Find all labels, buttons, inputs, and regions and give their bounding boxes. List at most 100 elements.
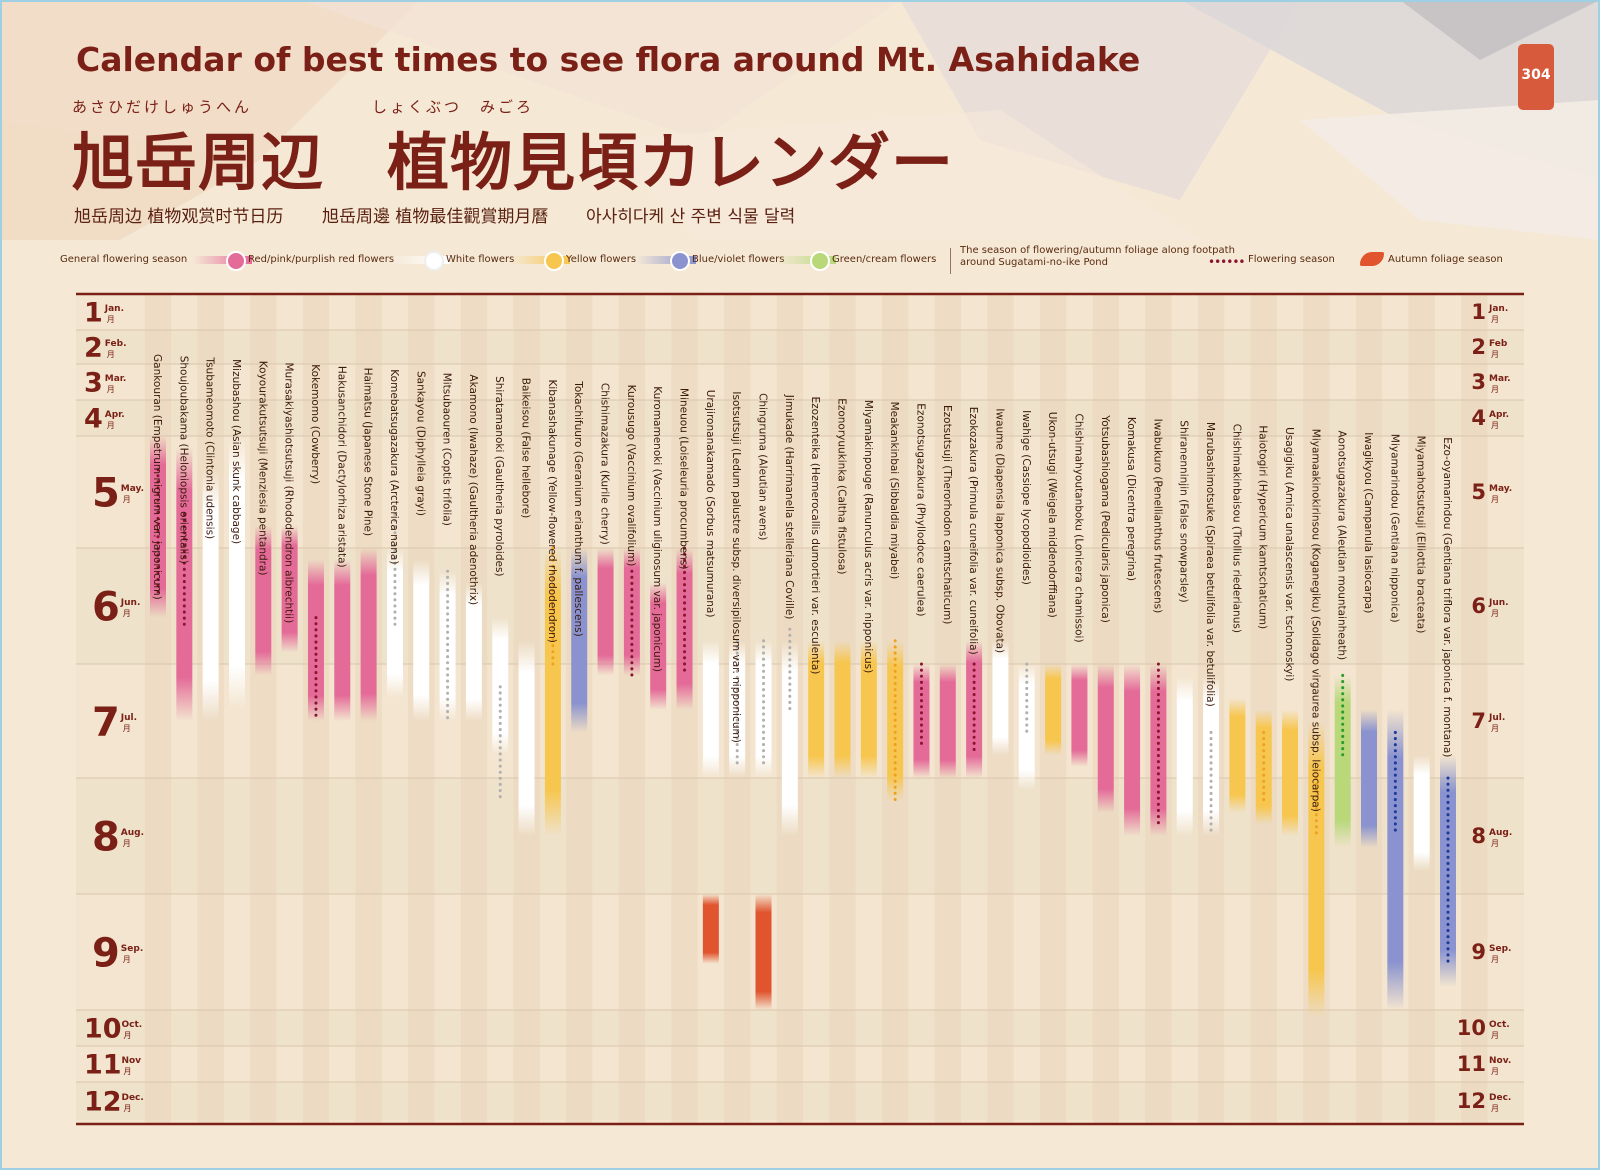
season-bar xyxy=(1308,721,1325,1018)
plant-column: Tsubameomoto (Clintonia udensis) xyxy=(202,356,219,721)
legend-autumn: Autumn foliage season xyxy=(1388,254,1503,265)
season-bar xyxy=(571,548,588,733)
plant-label: Ezotsutsuji (Therorhodon camtschaticum) xyxy=(941,405,953,624)
month-kanji: 月 xyxy=(1491,955,1499,964)
plant-label: Urajironanakamado (Sorbus matsumurana) xyxy=(704,390,716,618)
legend-yellow-flower-icon xyxy=(544,251,564,271)
season-bar xyxy=(1018,664,1035,790)
legend-green: Green/cream flowers xyxy=(832,254,937,265)
plant-label: Kuromamenoki (Vaccinium uliginosum var. … xyxy=(651,386,663,672)
month-name: Jan. xyxy=(1488,304,1508,314)
season-bar xyxy=(966,640,983,778)
legend-red-flower-icon xyxy=(226,251,246,271)
month-label-left: 8 Aug.月 xyxy=(92,814,144,860)
season-bar xyxy=(518,640,535,836)
plant-column: Shiranenninjin (False snowparsley) xyxy=(1176,420,1193,836)
subtitle-ko: 아사히다케 산 주변 식물 달력 xyxy=(586,207,796,227)
legend-general: General flowering season xyxy=(60,254,188,265)
month-label-right: 6 Jun.月 xyxy=(1471,594,1508,618)
legend-dots-icon: •••••• xyxy=(1208,255,1245,269)
month-name: Apr. xyxy=(1489,410,1509,420)
plant-label: Ezokozakura (Primula cuneifolia var. cun… xyxy=(967,407,979,655)
plant-label: Jimukade (Harrimanella stelleriana Covil… xyxy=(783,394,795,620)
plant-label: Shiratamanoki (Gaultheria pyroloides) xyxy=(493,376,505,576)
month-label-left: 10 Oct.月 xyxy=(84,1014,142,1045)
month-name: Jun. xyxy=(120,598,141,608)
legend: General flowering season Red/pink/purpli… xyxy=(60,245,1540,276)
plant-column: Hakusanchidori (Dactylorhiza aristata) xyxy=(334,366,351,721)
plant-column: Urajironanakamado (Sorbus matsumurana) xyxy=(702,390,719,964)
month-number: 6 xyxy=(1471,594,1486,618)
subtitle-zh-cn: 旭岳周边 植物观赏时节日历 xyxy=(74,207,284,227)
month-kanji: 月 xyxy=(1491,350,1499,359)
month-kanji: 月 xyxy=(123,724,131,733)
month-number: 7 xyxy=(92,699,120,745)
plant-column: Baikeisou (False hellebore) xyxy=(518,378,535,836)
legend-flowering: Flowering season xyxy=(1248,254,1335,265)
plant-column: Ezo-oyamarindou (Gentiana triflora var. … xyxy=(1440,437,1456,987)
season-bar xyxy=(597,548,614,676)
month-name: Jun. xyxy=(1488,598,1509,608)
plant-column: Marubashimotsuke (Spiraea betulifolia va… xyxy=(1203,422,1220,838)
month-name: Dec. xyxy=(121,1093,143,1103)
plant-label: Gankouran (Empetrum nigrum var. japonicu… xyxy=(151,354,163,600)
plant-label: Yotsubashiogama (Pedicularis japonica) xyxy=(1099,414,1111,623)
month-kanji: 月 xyxy=(1491,839,1499,848)
plant-label: Sankayou (Diphylleia grayi) xyxy=(414,371,426,516)
month-label-right: 7 Jul.月 xyxy=(1471,709,1505,733)
legend-red-bar xyxy=(192,256,252,264)
plant-column: Haimatsu (Japanese Stone Pine) xyxy=(360,368,377,721)
plant-label: Miyamarindou (Gentiana nipponica) xyxy=(1388,434,1400,623)
month-kanji: 月 xyxy=(107,315,115,324)
month-label-right: 8 Aug.月 xyxy=(1471,824,1512,848)
month-label-right: 11 Nov.月 xyxy=(1457,1052,1512,1076)
legend-separator xyxy=(950,248,951,274)
month-label-left: 6 Jun.月 xyxy=(92,584,140,630)
season-bar xyxy=(702,640,719,778)
plant-column: Yotsubashiogama (Pedicularis japonica) xyxy=(1097,414,1114,813)
month-label-left: 2 Feb.月 xyxy=(84,333,126,364)
plant-column: Ezotsutsuji (Therorhodon camtschaticum) xyxy=(939,405,956,778)
plant-label: Chishimazakura (Kurile cherry) xyxy=(599,383,611,545)
autumn-foliage-bar xyxy=(702,894,719,964)
plant-label: Miyamahotsutsuji (Elliottia bracteata) xyxy=(1415,436,1427,634)
plant-column: Ezozenteika (Hemerocallis dumortieri var… xyxy=(808,397,825,778)
season-bar xyxy=(860,640,877,778)
plant-column: Komakusa (Dicentra peregrina) xyxy=(1124,417,1141,836)
plant-label: Iwagikyou (Campanula lasiocarpa) xyxy=(1362,432,1374,613)
month-label-right: 3 Mar.月 xyxy=(1471,370,1510,394)
month-kanji: 月 xyxy=(123,609,131,618)
plant-column: Iwabukuro (Penellianthus frutescens) xyxy=(1150,419,1167,836)
plant-column: Murasakiyashiotsutsuji (Rhododendron alb… xyxy=(281,363,298,653)
season-bar xyxy=(281,525,298,653)
month-name: Oct. xyxy=(1489,1020,1510,1030)
page-number: 304 xyxy=(1521,67,1551,83)
season-bar xyxy=(1097,664,1114,813)
season-bar xyxy=(834,640,851,778)
chart-title-ja: 旭岳周辺 植物見頃カレンダー xyxy=(72,126,955,199)
plant-label: Shiranenninjin (False snowparsley) xyxy=(1178,420,1190,602)
month-name: Nov. xyxy=(1489,1056,1511,1066)
column-stripe xyxy=(1250,294,1277,1124)
column-stripe xyxy=(250,294,277,1124)
plant-column: Ukon-utsugi (Weigela middendorffiana) xyxy=(1045,412,1062,756)
plant-label: Chishimakinbaisou (Trollius riederianus) xyxy=(1230,424,1242,633)
month-kanji: 月 xyxy=(1491,1104,1499,1113)
plant-column: Gankouran (Empetrum nigrum var. japonicu… xyxy=(150,354,166,618)
month-kanji: 月 xyxy=(107,350,115,359)
plant-column: Jimukade (Harrimanella stelleriana Covil… xyxy=(781,394,798,836)
plant-label: Haimatsu (Japanese Stone Pine) xyxy=(362,368,374,536)
month-name: Sep. xyxy=(121,944,143,954)
season-bar xyxy=(1334,675,1351,848)
season-bar xyxy=(939,664,956,778)
plant-column: Sankayou (Diphylleia grayi) xyxy=(413,371,430,721)
plant-column: Meakankinbai (Sibbaldia miyabei) xyxy=(887,402,904,803)
month-name: May. xyxy=(121,484,144,494)
plant-column: Kurousugo (Vaccinium ovalifolium) xyxy=(623,385,640,677)
plant-column: Chingruma (Aleutian avens) xyxy=(755,393,772,1010)
page-badge: 304 xyxy=(1518,44,1554,110)
plant-column: Shiratamanoki (Gaultheria pyroloides) xyxy=(492,376,509,803)
month-kanji: 月 xyxy=(1491,495,1499,504)
